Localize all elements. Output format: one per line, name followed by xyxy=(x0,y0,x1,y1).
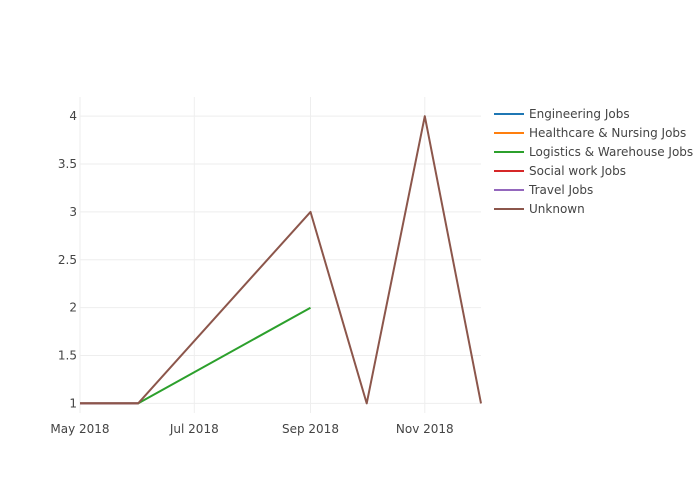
y-tick-label: 2.5 xyxy=(58,253,77,267)
y-tick-label: 3 xyxy=(69,205,77,219)
x-tick-label: Nov 2018 xyxy=(396,422,454,436)
y-tick-label: 1 xyxy=(69,396,77,410)
series-line-5 xyxy=(80,115,482,405)
y-tick-label: 4 xyxy=(69,109,77,123)
y-tick-label: 1.5 xyxy=(58,349,77,363)
plot-area xyxy=(80,115,482,405)
grid-layer xyxy=(79,97,481,413)
legend-item[interactable]: Healthcare & Nursing Jobs xyxy=(494,126,686,140)
legend-label: Healthcare & Nursing Jobs xyxy=(529,126,686,140)
legend[interactable]: Engineering Jobs Healthcare & Nursing Job… xyxy=(494,107,693,216)
y-tick-label: 3.5 xyxy=(58,157,77,171)
x-tick-label: Sep 2018 xyxy=(282,422,339,436)
y-tick-label: 2 xyxy=(69,301,77,315)
y-axis: 1 1.5 2 2.5 3 3.5 4 xyxy=(58,109,77,410)
legend-label: Engineering Jobs xyxy=(529,107,630,121)
x-tick-label: May 2018 xyxy=(50,422,109,436)
legend-item[interactable]: Logistics & Warehouse Jobs xyxy=(494,145,693,159)
x-tick-label: Jul 2018 xyxy=(169,422,219,436)
legend-item[interactable]: Social work Jobs xyxy=(494,164,626,178)
legend-label: Social work Jobs xyxy=(529,164,626,178)
legend-label: Unknown xyxy=(529,202,585,216)
legend-item[interactable]: Travel Jobs xyxy=(494,183,593,197)
x-axis: May 2018 Jul 2018 Sep 2018 Nov 2018 xyxy=(50,422,453,436)
legend-item[interactable]: Unknown xyxy=(494,202,585,216)
legend-label: Logistics & Warehouse Jobs xyxy=(529,145,693,159)
legend-item[interactable]: Engineering Jobs xyxy=(494,107,630,121)
legend-label: Travel Jobs xyxy=(528,183,593,197)
